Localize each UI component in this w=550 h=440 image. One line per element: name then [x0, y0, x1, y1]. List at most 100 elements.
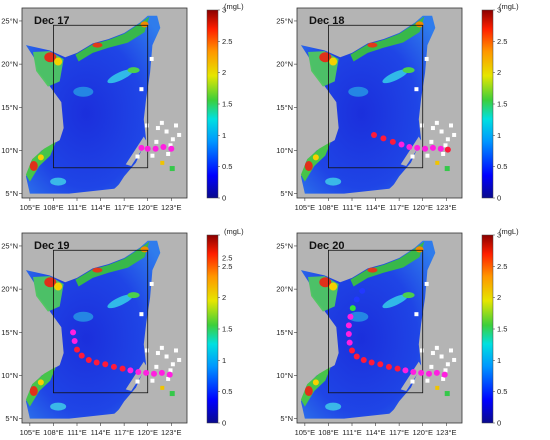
cloud-mask — [445, 362, 450, 367]
coastal-bloom — [444, 166, 450, 172]
coastal-bloom — [350, 16, 425, 62]
colorbar — [206, 9, 219, 199]
coastal-bloom — [304, 161, 313, 172]
borneo-land — [104, 403, 144, 423]
coastal-bloom — [329, 282, 338, 291]
track-point — [377, 361, 384, 368]
lon-tick-label: 108°E — [43, 428, 64, 437]
lon-tick-label: 105°E — [20, 428, 41, 437]
lon-tick-label: 120°E — [412, 428, 433, 437]
lon-tick-label: 114°E — [91, 428, 111, 437]
coastal-bloom — [169, 166, 175, 172]
lat-tick-label: 20°N — [1, 60, 18, 69]
coastal-bloom — [300, 366, 331, 407]
lon-tick-label: 117°E — [389, 203, 409, 212]
coastal-bloom — [367, 267, 378, 273]
cloud-mask — [135, 154, 140, 159]
lon-tick-label: 108°E — [318, 428, 339, 437]
colorbar-tick-label: 1.5 — [497, 325, 507, 334]
map-frame — [21, 7, 188, 199]
coastal-bloom — [37, 154, 44, 161]
cloud-mask — [424, 56, 429, 61]
cloud-mask — [414, 87, 419, 92]
track-point — [346, 339, 353, 346]
track-point — [380, 135, 387, 142]
coastal-bloom — [325, 177, 342, 186]
palawan-land — [400, 136, 422, 167]
track-point — [345, 331, 352, 338]
coastal-bloom — [300, 141, 331, 182]
coastal-bloom — [415, 246, 424, 253]
upwelling-patch — [107, 294, 134, 309]
colorbar-tick-label: 3 — [497, 6, 501, 15]
panel-2: 105°E 108°E 111°E 114°E 117°E 120°E 123°E25°N2… — [276, 2, 519, 212]
colorbar-tick-label: 3 — [497, 231, 501, 240]
cloud-mask — [443, 143, 448, 148]
colorbar-tick-label: 2 — [497, 293, 501, 302]
lon-tick-label: 120°E — [137, 203, 158, 212]
lat-tick-label: 5°N — [5, 414, 18, 423]
lat-tick-label: 25°N — [276, 16, 293, 25]
lat-tick-label: 15°N — [276, 328, 293, 337]
panel-date-label: Dec 20 — [309, 240, 344, 252]
coastal-bloom — [140, 246, 149, 253]
philippines-land — [150, 74, 166, 120]
track-point — [143, 369, 150, 376]
track-point — [368, 359, 375, 366]
coastal-bloom — [160, 160, 165, 165]
borneo-land — [379, 178, 419, 198]
lon-tick-label: 108°E — [43, 203, 64, 212]
study-area-box — [328, 24, 424, 169]
colorbar-tick-label: 2.5 — [222, 37, 232, 46]
upwelling-patch — [382, 294, 409, 309]
upwelling-patch — [127, 292, 140, 299]
palawan-land — [125, 361, 147, 392]
coastal-bloom — [29, 161, 38, 172]
coastal-bloom — [312, 379, 319, 386]
track-point — [85, 356, 92, 363]
track-point — [360, 356, 367, 363]
lon-tick-label: 114°E — [366, 203, 386, 212]
cloud-mask — [430, 351, 435, 356]
track-point — [160, 144, 167, 151]
cloud-mask — [430, 126, 435, 131]
track-point — [414, 144, 421, 151]
lat-tick-label: 20°N — [276, 285, 293, 294]
cloud-mask — [154, 139, 159, 144]
lat-tick-label: 10°N — [276, 146, 293, 155]
philippines-land — [425, 299, 441, 345]
track-point — [151, 370, 157, 377]
cloud-mask — [429, 364, 434, 369]
cloud-mask — [441, 151, 446, 156]
track-point — [110, 363, 117, 370]
cloud-mask — [155, 351, 160, 356]
study-area-box — [328, 249, 424, 394]
cloud-mask — [177, 357, 182, 362]
cloud-mask — [439, 129, 444, 134]
colorbar-unit-label: (mgL) — [224, 2, 244, 11]
coastal-bloom — [329, 57, 338, 66]
lon-tick-label: 108°E — [318, 203, 339, 212]
cloud-mask — [159, 120, 164, 125]
colorbar-tick-label: 0.5 — [497, 162, 507, 171]
track-point — [410, 369, 417, 376]
lon-tick-label: 105°E — [295, 203, 316, 212]
colorbar — [481, 234, 494, 424]
map-frame — [21, 232, 188, 424]
upwelling-patch — [73, 86, 94, 97]
track-point — [138, 144, 145, 151]
philippines-land — [425, 74, 441, 120]
upwelling-patch — [73, 311, 94, 322]
track-point — [385, 363, 392, 370]
colorbar-tick-label: 0 — [222, 419, 226, 428]
track-point — [345, 322, 352, 329]
lon-tick-label: 114°E — [91, 203, 111, 212]
cloud-mask — [174, 123, 178, 128]
cloud-mask — [168, 368, 173, 373]
track-point — [158, 369, 165, 376]
cloud-mask — [166, 151, 171, 156]
cloud-mask — [425, 153, 430, 158]
cloud-mask — [139, 87, 144, 92]
cloud-mask — [170, 362, 175, 367]
